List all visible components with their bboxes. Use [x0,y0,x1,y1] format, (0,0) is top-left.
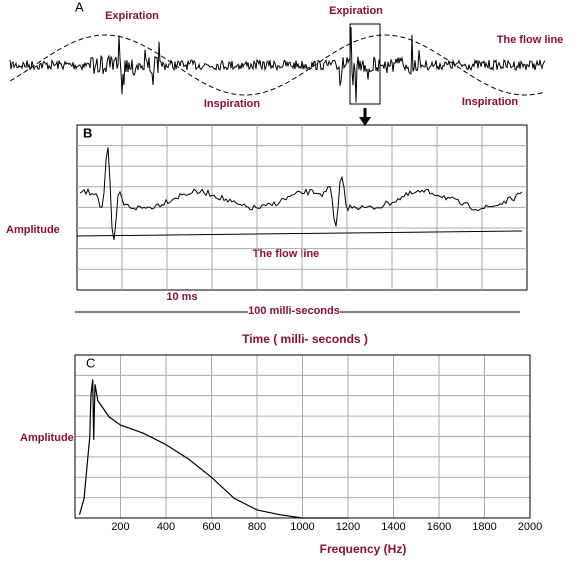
y-axis-label: Amplitude [6,224,60,236]
arrow-head [359,117,371,126]
x-tick-label: 600 [202,521,220,533]
panel-label: C [86,355,95,370]
signal [79,147,523,240]
label-bg [248,304,340,318]
scale-label: 10 ms [166,291,197,303]
annotation: Expiration [105,10,159,22]
sound-wave [9,27,546,103]
x-tick-label: 1600 [427,521,451,533]
x-tick-label: 200 [111,521,129,533]
x-tick-label: 1000 [290,521,314,533]
spectrum-line [78,379,348,519]
y-axis-label: Amplitude [20,432,74,444]
annotation: The flow line [253,248,320,260]
x-tick-label: 800 [248,521,266,533]
annotation: The flow line [497,34,564,46]
panel-label: B [83,125,92,140]
annotation: Inspiration [462,96,519,108]
x-tick-label: 2000 [518,521,542,533]
x-tick-label: 400 [157,521,175,533]
x-axis-label: Frequency (Hz) [320,542,407,556]
flow-line [76,230,523,237]
x-tick-label: 1400 [381,521,405,533]
annotation: Inspiration [204,98,261,110]
x-axis-label: Time ( milli- seconds ) [242,332,368,346]
x-tick-label: 1800 [472,521,496,533]
scale-label: 100 milli-seconds [248,305,340,317]
panel-label: A [75,0,84,14]
annotation: Expiration [329,5,383,17]
x-tick-label: 1200 [336,521,360,533]
